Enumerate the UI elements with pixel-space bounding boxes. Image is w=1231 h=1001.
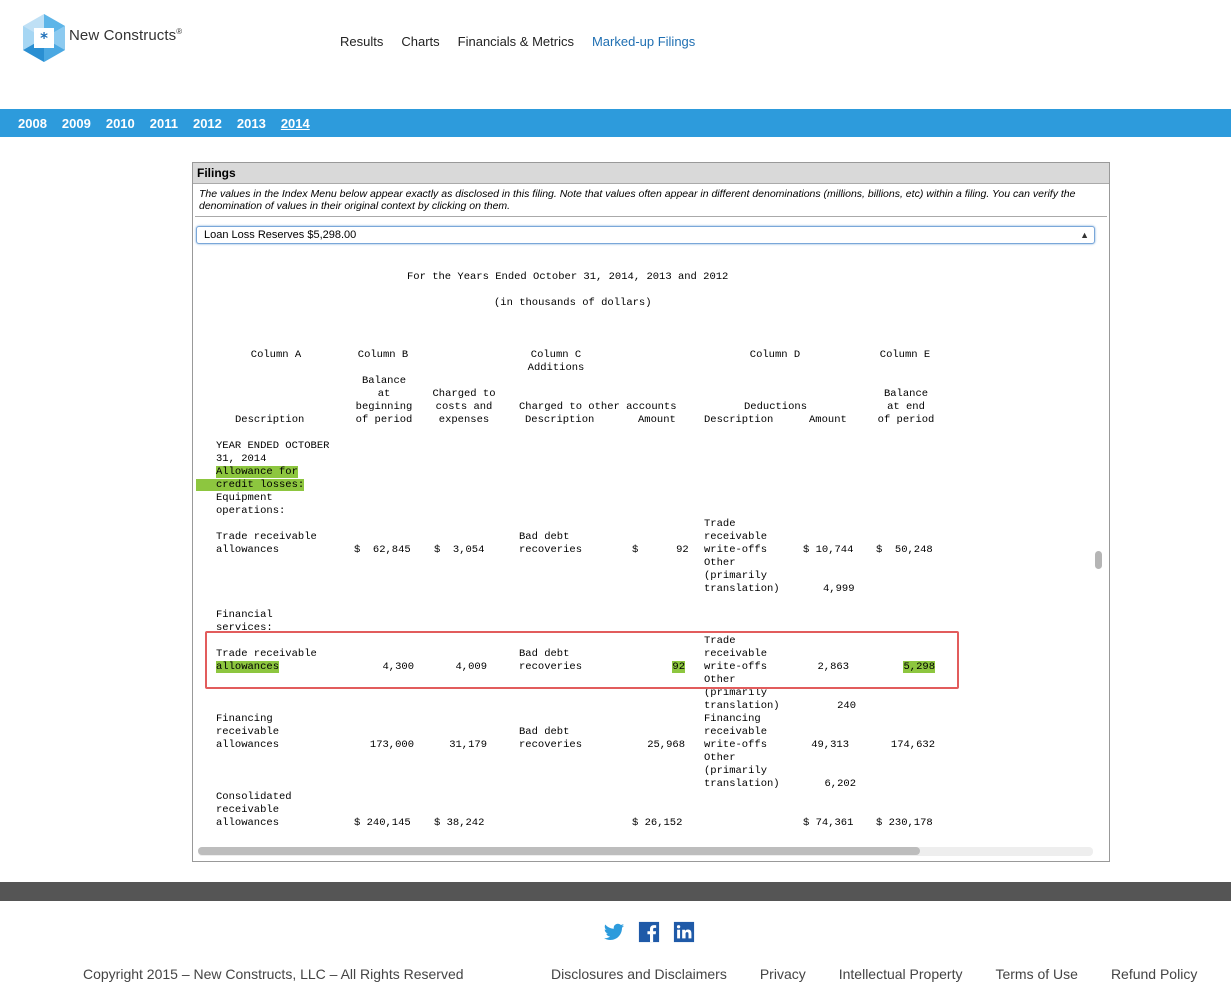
- row4-ded-amt[interactable]: $ 74,361: [803, 817, 854, 829]
- brand-name: New Constructs®: [69, 26, 183, 44]
- row4-other-amt[interactable]: $ 26,152: [632, 817, 683, 829]
- footer-links: Disclosures and Disclaimers Privacy Inte…: [551, 966, 1230, 982]
- row3-begin[interactable]: 173,000: [369, 739, 414, 751]
- row1-end[interactable]: $ 50,248: [876, 544, 933, 556]
- row1-other-amt[interactable]: $ 92: [632, 544, 689, 556]
- filings-panel: Filings The values in the Index Menu bel…: [192, 162, 1110, 862]
- footer-bar: [0, 882, 1231, 901]
- row2-label-line2[interactable]: allowances: [216, 661, 280, 673]
- vertical-scrollbar[interactable]: [1095, 249, 1103, 839]
- social-links: [603, 921, 708, 943]
- row1-other-desc: Bad debt recoveries: [519, 531, 583, 556]
- row4-end[interactable]: $ 230,178: [876, 817, 933, 829]
- select-arrows-icon: ▲: [1080, 230, 1089, 240]
- col-c-header: Column C Additions: [527, 349, 585, 374]
- footer-link-terms[interactable]: Terms of Use: [995, 966, 1078, 982]
- subhead-charged-other: Charged to other accounts: [519, 401, 677, 413]
- subhead-c-amount: Amount: [638, 414, 676, 426]
- footer-link-intellectual-property[interactable]: Intellectual Property: [838, 966, 963, 982]
- year-2008[interactable]: 2008: [18, 115, 47, 131]
- row1-ded-desc: Trade receivable write-offs Other (prima…: [704, 518, 780, 595]
- row1-label: Trade receivable allowances: [216, 531, 317, 556]
- row2-ded-amt-2[interactable]: 240: [837, 700, 856, 712]
- index-menu-select[interactable]: Loan Loss Reserves $5,298.00 ▲: [196, 226, 1095, 244]
- period-line: For the Years Ended October 31, 2014, 20…: [407, 271, 729, 283]
- nav-financials-metrics[interactable]: Financials & Metrics: [457, 34, 574, 49]
- col-b-header: Column B: [357, 349, 409, 361]
- footer-link-privacy[interactable]: Privacy: [759, 966, 806, 982]
- row4-costs[interactable]: $ 38,242: [434, 817, 485, 829]
- row4-label: Consolidated receivable allowances: [216, 791, 292, 829]
- nav-results[interactable]: Results: [340, 34, 384, 49]
- panel-note: The values in the Index Menu below appea…: [195, 184, 1107, 217]
- row2-other-amt[interactable]: 92: [672, 661, 685, 673]
- footer-link-refund[interactable]: Refund Policy: [1110, 966, 1198, 982]
- equipment-operations-label: Equipment operations:: [216, 492, 286, 517]
- vertical-scroll-thumb[interactable]: [1095, 551, 1102, 569]
- subhead-d-description: Description: [704, 414, 774, 426]
- year-selector-bar: 2008 2009 2010 2011 2012 2013 2014: [0, 109, 1231, 137]
- section-year: YEAR ENDED OCTOBER 31, 2014: [216, 440, 330, 465]
- row3-ded-amt-1[interactable]: 49,313: [811, 739, 849, 751]
- subhead-d-amount: Amount: [809, 414, 847, 426]
- index-menu-value: Loan Loss Reserves $5,298.00: [204, 229, 357, 241]
- row2-ded-amt-1[interactable]: 2,863: [817, 661, 849, 673]
- year-2011[interactable]: 2011: [149, 115, 178, 131]
- row2-costs[interactable]: 4,009: [455, 661, 487, 673]
- nav-marked-up-filings[interactable]: Marked-up Filings: [591, 34, 696, 49]
- allowance-label-line1[interactable]: Allowance for: [216, 466, 298, 478]
- year-2010[interactable]: 2010: [105, 115, 135, 131]
- col-d-header: Column D: [749, 349, 801, 361]
- svg-text:*: *: [40, 29, 48, 47]
- top-navigation: Results Charts Financials & Metrics Mark…: [340, 34, 713, 49]
- row1-ded-amt-1[interactable]: $ 10,744: [803, 544, 854, 556]
- linkedin-icon[interactable]: [673, 921, 695, 943]
- row3-other-desc: Bad debt recoveries: [519, 726, 583, 751]
- nav-charts[interactable]: Charts: [401, 34, 440, 49]
- row2-end[interactable]: 5,298: [903, 661, 935, 673]
- year-2009[interactable]: 2009: [61, 115, 91, 131]
- row3-costs[interactable]: 31,179: [449, 739, 487, 751]
- subhead-balance-begin: Balance at beginning of period: [355, 375, 413, 426]
- row4-begin[interactable]: $ 240,145: [354, 817, 411, 829]
- twitter-icon[interactable]: [603, 921, 625, 943]
- row2-ded-desc: Trade receivable write-offs Other (prima…: [704, 635, 780, 712]
- subhead-charged-costs: Charged to costs and expenses: [432, 388, 496, 426]
- financial-services-label: Financial services:: [216, 609, 273, 634]
- new-constructs-logo-icon: *: [23, 14, 65, 62]
- row3-ded-desc: Financing receivable write-offs Other (p…: [704, 713, 780, 790]
- col-e-header: Column E: [879, 349, 931, 361]
- row3-other-amt[interactable]: 25,968: [647, 739, 685, 751]
- row1-begin[interactable]: $ 62,845: [354, 544, 411, 556]
- col-a-header: Column A: [250, 349, 302, 361]
- row2-other-desc: Bad debt recoveries: [519, 648, 583, 673]
- year-2012[interactable]: 2012: [192, 115, 222, 131]
- row2-begin[interactable]: 4,300: [382, 661, 414, 673]
- year-2014[interactable]: 2014: [280, 115, 310, 131]
- facebook-icon[interactable]: [638, 921, 660, 943]
- horizontal-scrollbar[interactable]: [198, 847, 1093, 856]
- footer-link-disclosures[interactable]: Disclosures and Disclaimers: [551, 966, 727, 982]
- row1-costs[interactable]: $ 3,054: [434, 544, 485, 556]
- row1-ded-amt-2[interactable]: 4,999: [823, 583, 855, 595]
- panel-title: Filings: [193, 163, 1109, 184]
- row2-label-line1: Trade receivable: [216, 648, 317, 660]
- row3-ded-amt-2[interactable]: 6,202: [824, 778, 856, 790]
- subhead-balance-end: Balance at end of period: [877, 388, 935, 426]
- units-line: (in thousands of dollars): [494, 297, 652, 309]
- allowance-label-line2[interactable]: credit losses:: [196, 479, 305, 491]
- subhead-deductions: Deductions: [744, 401, 808, 413]
- horizontal-scroll-thumb[interactable]: [198, 847, 920, 855]
- subhead-description: Description: [235, 414, 305, 426]
- brand-logo[interactable]: * New Constructs®: [21, 13, 182, 63]
- copyright-text: Copyright 2015 – New Constructs, LLC – A…: [83, 966, 464, 982]
- subhead-c-description: Description: [525, 414, 595, 426]
- year-2013[interactable]: 2013: [236, 115, 266, 131]
- row3-label: Financing receivable allowances: [216, 713, 280, 751]
- row3-end[interactable]: 174,632: [890, 739, 935, 751]
- filing-document[interactable]: For the Years Ended October 31, 2014, 20…: [196, 249, 1092, 839]
